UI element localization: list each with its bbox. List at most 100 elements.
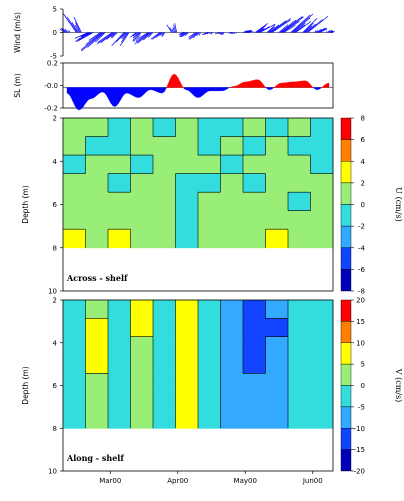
u-colorbar-swatch bbox=[340, 182, 352, 205]
u-cell bbox=[220, 192, 244, 212]
wind-stick bbox=[234, 32, 236, 34]
wind-stick bbox=[259, 23, 276, 33]
sl-fill bbox=[100, 87, 103, 93]
wind-stick bbox=[152, 32, 161, 40]
wind-stick bbox=[80, 32, 104, 52]
v-y-tick-label: 2 bbox=[53, 297, 57, 305]
v-cell bbox=[130, 354, 154, 374]
sl-fill bbox=[297, 81, 300, 88]
wind-stick bbox=[135, 32, 150, 43]
v-cell bbox=[63, 354, 86, 374]
wind-stick bbox=[169, 27, 173, 33]
v-cell bbox=[198, 373, 221, 393]
v-cell bbox=[175, 354, 199, 374]
sl-fill bbox=[217, 87, 220, 92]
u-cell bbox=[108, 118, 131, 137]
u-cell bbox=[108, 210, 131, 230]
wind-stick bbox=[159, 32, 164, 37]
sl-y-tick-label: -0.0 bbox=[44, 82, 58, 90]
wind-stick bbox=[214, 32, 220, 35]
wind-stick bbox=[67, 30, 69, 33]
wind-stick bbox=[178, 32, 184, 35]
u-cell bbox=[85, 229, 109, 249]
u-cell bbox=[153, 155, 176, 175]
u-cell bbox=[108, 192, 131, 212]
v-colorbar-tick-label: 0 bbox=[361, 382, 365, 390]
u-cell bbox=[198, 136, 221, 156]
wind-stick bbox=[222, 32, 225, 36]
v-cell bbox=[175, 318, 199, 338]
u-cell bbox=[243, 229, 266, 249]
wind-stick bbox=[148, 32, 154, 38]
v-cell bbox=[175, 373, 199, 393]
u-cell bbox=[220, 136, 244, 156]
sl-fill bbox=[287, 81, 290, 88]
u-cell bbox=[265, 192, 289, 212]
sl-fill bbox=[172, 73, 175, 88]
v-cell bbox=[310, 336, 334, 356]
sl-fill bbox=[138, 87, 141, 98]
u-cell bbox=[265, 173, 289, 193]
sl-fill bbox=[241, 81, 244, 88]
sl-fill bbox=[233, 85, 236, 88]
u-cell bbox=[175, 229, 199, 249]
wind-stick bbox=[210, 32, 213, 35]
wind-stick bbox=[293, 22, 306, 33]
wind-stick bbox=[184, 32, 189, 37]
wind-stick bbox=[220, 32, 224, 35]
v-cell bbox=[85, 409, 109, 429]
sl-fill bbox=[269, 87, 272, 90]
wind-stick bbox=[328, 29, 333, 33]
wind-stick bbox=[201, 32, 208, 36]
u-cell bbox=[310, 173, 334, 193]
wind-stick bbox=[314, 30, 317, 33]
v-cell bbox=[85, 391, 109, 411]
wind-y-tick-label: 0 bbox=[53, 29, 57, 37]
v-cell bbox=[243, 373, 266, 393]
u-cell bbox=[220, 118, 244, 137]
u-cell bbox=[288, 210, 311, 230]
v-cell bbox=[310, 409, 334, 429]
sl-fill bbox=[193, 87, 197, 98]
wind-stick bbox=[283, 24, 296, 33]
v-cell bbox=[243, 391, 266, 411]
v-cell bbox=[220, 336, 244, 356]
sl-fill bbox=[289, 81, 292, 88]
wind-stick bbox=[230, 32, 234, 35]
wind-stick bbox=[133, 32, 141, 43]
v-cell bbox=[85, 373, 109, 393]
wind-stick bbox=[242, 30, 248, 33]
wind-stick bbox=[138, 32, 149, 39]
sl-fill bbox=[92, 87, 95, 99]
v-cell bbox=[220, 373, 244, 393]
wind-stick bbox=[330, 30, 334, 33]
u-cell bbox=[108, 229, 131, 249]
v-cell bbox=[220, 300, 244, 319]
v-cell bbox=[288, 336, 311, 356]
v-cell bbox=[220, 354, 244, 374]
wind-stick bbox=[173, 24, 177, 33]
sl-fill bbox=[291, 81, 294, 88]
wind-stick bbox=[166, 24, 172, 33]
v-x-tick-label: May00 bbox=[234, 477, 257, 485]
sl-fill bbox=[78, 87, 82, 111]
u-cell bbox=[85, 192, 109, 212]
wind-stick bbox=[282, 20, 300, 33]
sl-fill bbox=[88, 87, 91, 100]
u-cell bbox=[243, 136, 266, 156]
v-cell bbox=[310, 300, 334, 319]
wind-stick bbox=[331, 31, 335, 33]
u-annotation: Across - shelf bbox=[66, 273, 128, 283]
u-cell bbox=[85, 210, 109, 230]
wind-stick bbox=[121, 32, 129, 43]
v-colorbar-swatch bbox=[340, 449, 352, 472]
wind-stick bbox=[174, 23, 178, 33]
sl-fill bbox=[209, 87, 213, 92]
u-cell bbox=[288, 229, 311, 249]
u-cell bbox=[85, 173, 109, 193]
u-cell bbox=[108, 155, 131, 175]
wind-stick bbox=[172, 27, 176, 33]
wind-stick bbox=[266, 24, 276, 33]
sl-fill bbox=[213, 87, 217, 92]
